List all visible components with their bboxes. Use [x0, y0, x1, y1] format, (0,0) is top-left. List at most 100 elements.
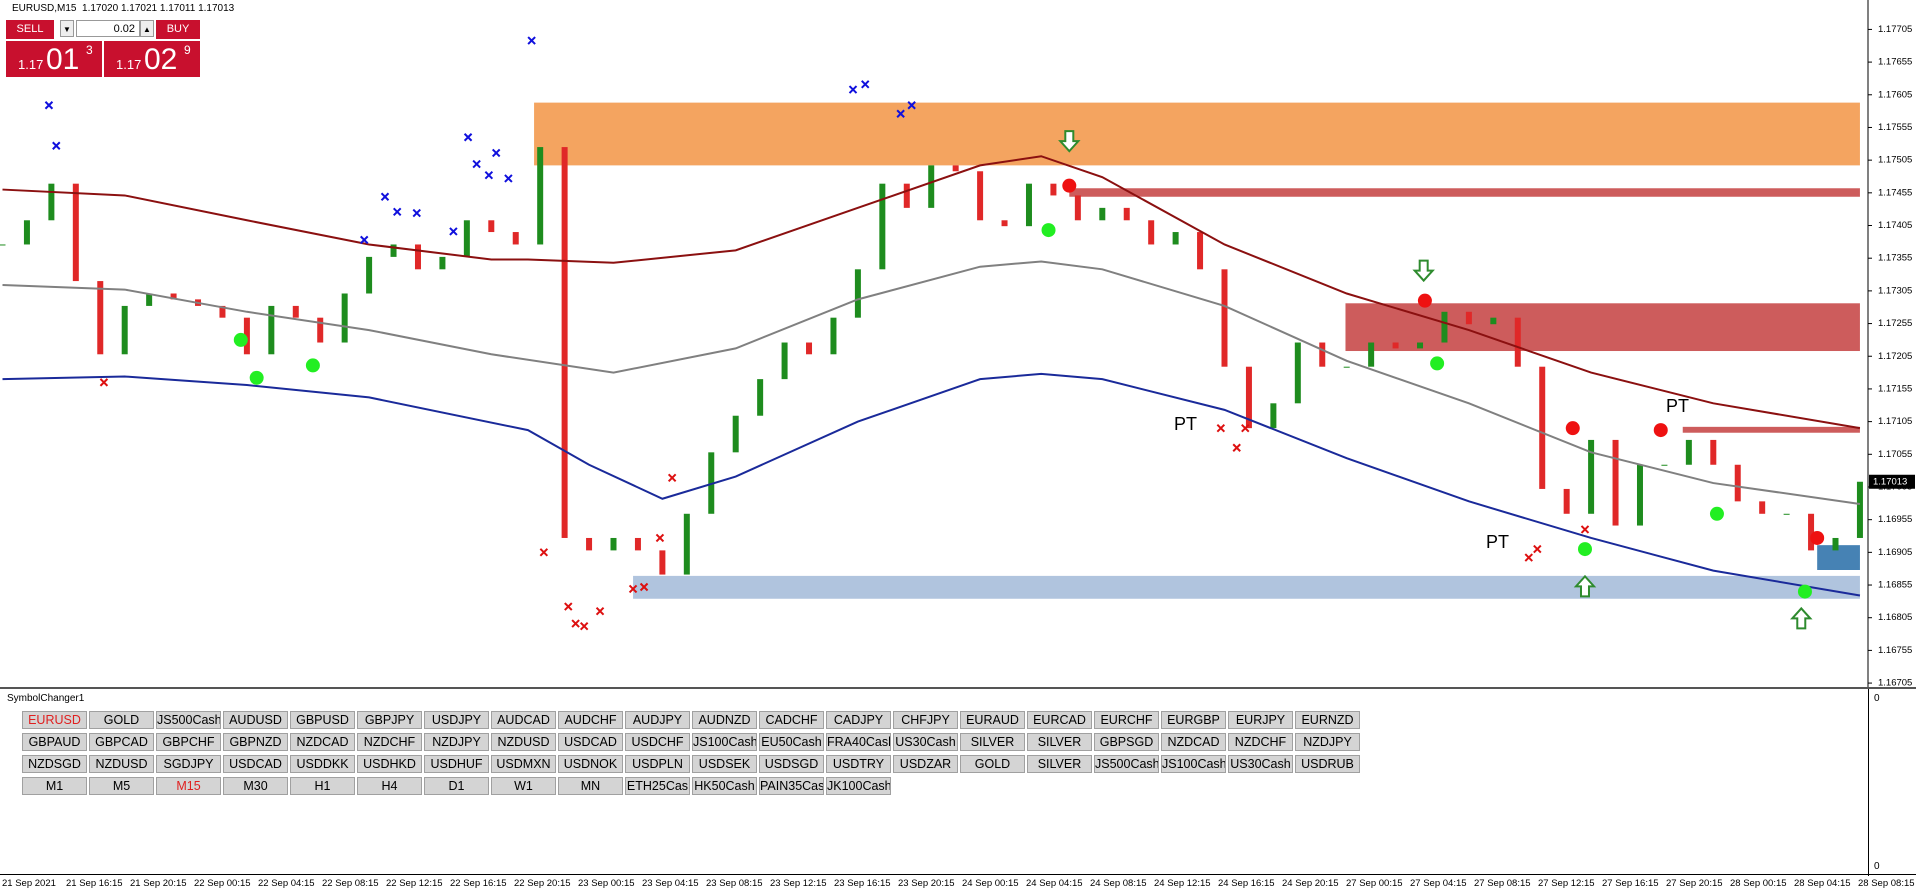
symbol-button[interactable]: JS500Cash [156, 711, 221, 729]
signal-dot [1417, 293, 1432, 308]
ask-quote[interactable]: 1.17 02 9 [104, 41, 200, 77]
symbol-button[interactable]: USDCAD [223, 755, 288, 773]
symbol-button[interactable]: NZDUSD [89, 755, 154, 773]
symbol-button[interactable]: USDCAD [558, 733, 623, 751]
signal-cross [579, 622, 589, 631]
candle [586, 537, 593, 551]
symbol-button[interactable]: USDSGD [759, 755, 824, 773]
symbol-button[interactable]: MN [558, 777, 623, 795]
symbol-button[interactable]: EU50Cash [759, 733, 824, 751]
time-label: 23 Sep 00:15 [578, 878, 635, 889]
symbol-button[interactable]: GBPNZD [223, 733, 288, 751]
y-tick-label: 1.16855 [1878, 580, 1912, 591]
candle [683, 513, 690, 575]
symbol-button[interactable]: SGDJPY [156, 755, 221, 773]
symbol-button[interactable]: NZDJPY [424, 733, 489, 751]
symbol-button[interactable]: NZDCAD [290, 733, 355, 751]
lot-input[interactable]: 0.02 [76, 20, 140, 37]
symbol-button[interactable]: AUDCAD [491, 711, 556, 729]
symbol-button[interactable]: USDJPY [424, 711, 489, 729]
symbol-button[interactable]: GBPJPY [357, 711, 422, 729]
symbol-button[interactable]: D1 [424, 777, 489, 795]
symbol-button[interactable]: EURNZD [1295, 711, 1360, 729]
symbol-button[interactable]: GBPCAD [89, 733, 154, 751]
candle [1514, 317, 1521, 367]
symbol-button[interactable]: EURJPY [1228, 711, 1293, 729]
symbol-button[interactable]: M5 [89, 777, 154, 795]
symbol-button[interactable]: SILVER [1027, 755, 1092, 773]
symbol-button[interactable]: GOLD [960, 755, 1025, 773]
symbol-button[interactable]: PAIN35Cas [759, 777, 824, 795]
symbol-button[interactable]: USDMXN [491, 755, 556, 773]
symbol-button[interactable]: GBPCHF [156, 733, 221, 751]
symbol-button[interactable]: GOLD [89, 711, 154, 729]
symbol-button[interactable]: USDHUF [424, 755, 489, 773]
signal-dot [249, 370, 264, 385]
symbol-button[interactable]: EURGBP [1161, 711, 1226, 729]
signal-cross [655, 533, 665, 543]
candle [121, 305, 128, 355]
symbol-button[interactable]: JS100Cash [1161, 755, 1226, 773]
symbol-button[interactable]: EURUSD [22, 711, 87, 729]
symbol-button[interactable]: NZDCAD [1161, 733, 1226, 751]
symbol-button[interactable]: EURAUD [960, 711, 1025, 729]
candle [1856, 481, 1863, 538]
symbol-button[interactable]: JS100Cash [692, 733, 757, 751]
symbol-button[interactable]: USDRUB [1295, 755, 1360, 773]
symbol-button[interactable]: W1 [491, 777, 556, 795]
lot-up[interactable]: ▲ [140, 20, 154, 37]
symbol-button[interactable]: NZDSGD [22, 755, 87, 773]
symbol-button[interactable]: AUDJPY [625, 711, 690, 729]
symbol-button[interactable]: JS500Cash [1094, 755, 1159, 773]
y-tick-label: 1.17455 [1878, 187, 1912, 198]
symbol-button[interactable]: FRA40Cash [826, 733, 891, 751]
current-price-box [1869, 474, 1915, 489]
symbol-button[interactable]: AUDCHF [558, 711, 623, 729]
symbol-button[interactable]: M15 [156, 777, 221, 795]
symbol-button[interactable]: NZDCHF [1228, 733, 1293, 751]
symbol-button[interactable]: H4 [357, 777, 422, 795]
symbol-button[interactable]: JK100Cash [826, 777, 891, 795]
candle [977, 171, 984, 221]
symbol-button[interactable]: NZDUSD [491, 733, 556, 751]
symbol-button[interactable]: GBPSGD [1094, 733, 1159, 751]
symbol-button[interactable]: USDSEK [692, 755, 757, 773]
symbol-button[interactable]: ETH25Cas [625, 777, 690, 795]
bid-quote[interactable]: 1.17 01 3 [6, 41, 102, 77]
candle [1685, 439, 1692, 465]
symbol-button[interactable]: SILVER [960, 733, 1025, 751]
candle [1270, 403, 1277, 429]
symbol-button[interactable]: GBPUSD [290, 711, 355, 729]
symbol-button[interactable]: USDZAR [893, 755, 958, 773]
symbol-button[interactable]: NZDCHF [357, 733, 422, 751]
symbol-button[interactable]: USDDKK [290, 755, 355, 773]
symbol-button[interactable]: H1 [290, 777, 355, 795]
symbol-button[interactable]: EURCAD [1027, 711, 1092, 729]
symbol-button[interactable]: M1 [22, 777, 87, 795]
symbol-button[interactable]: CADCHF [759, 711, 824, 729]
symbol-button[interactable]: M30 [223, 777, 288, 795]
symbol-button[interactable]: US30Cash [893, 733, 958, 751]
symbol-button[interactable]: USDCHF [625, 733, 690, 751]
symbol-button[interactable]: HK50Cash [692, 777, 757, 795]
symbol-button[interactable]: GBPAUD [22, 733, 87, 751]
buy-button[interactable]: BUY [156, 20, 200, 39]
sell-button[interactable]: SELL [6, 20, 54, 39]
symbol-button[interactable]: EURCHF [1094, 711, 1159, 729]
symbol-button[interactable]: SILVER [1027, 733, 1092, 751]
lot-down[interactable]: ▼ [60, 20, 74, 37]
candle [757, 379, 764, 416]
symbol-button[interactable]: USDNOK [558, 755, 623, 773]
symbol-button[interactable]: CHFJPY [893, 711, 958, 729]
symbol-button[interactable]: NZDJPY [1295, 733, 1360, 751]
symbol-button[interactable]: AUDNZD [692, 711, 757, 729]
symbol-button[interactable]: CADJPY [826, 711, 891, 729]
time-label: 22 Sep 12:15 [386, 878, 443, 889]
open: 1.17020 [82, 3, 119, 14]
symbol-button[interactable]: USDPLN [625, 755, 690, 773]
symbol-button[interactable]: AUDUSD [223, 711, 288, 729]
zone [1069, 188, 1860, 197]
symbol-button[interactable]: USDHKD [357, 755, 422, 773]
symbol-button[interactable]: USDTRY [826, 755, 891, 773]
symbol-button[interactable]: US30Cash [1228, 755, 1293, 773]
